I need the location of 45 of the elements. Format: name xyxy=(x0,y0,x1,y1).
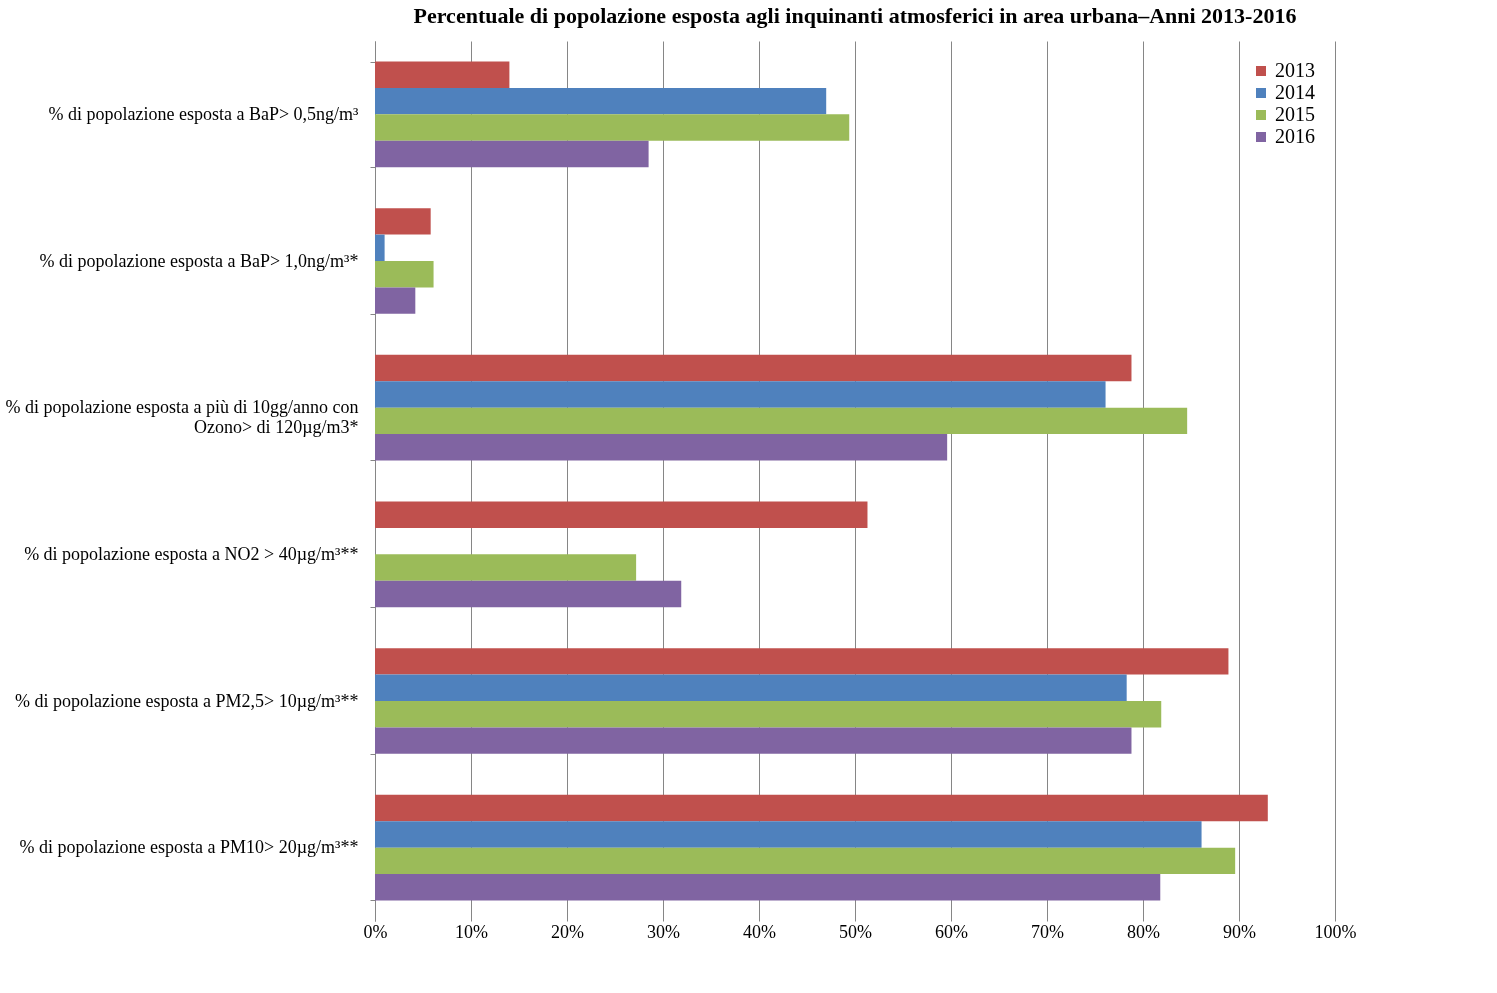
bar xyxy=(375,208,431,235)
bar xyxy=(375,261,434,288)
bar xyxy=(375,554,637,581)
bar xyxy=(375,87,827,115)
legend-label: 2013 xyxy=(1275,59,1315,81)
x-tick-label: 10% xyxy=(455,921,488,942)
bar xyxy=(375,727,1132,754)
bar xyxy=(375,114,850,141)
x-tick-label: 50% xyxy=(839,921,872,942)
bar xyxy=(375,287,416,314)
y-tick-label: % di popolazione esposta a BaP> 0,5ng/m³ xyxy=(48,103,360,124)
bar xyxy=(375,674,1127,701)
bar xyxy=(375,381,1106,408)
bar xyxy=(375,61,510,88)
bar xyxy=(375,648,1229,675)
bar xyxy=(375,874,1161,901)
bar xyxy=(375,140,649,168)
y-tick-label: % di popolazione esposta a più di 10gg/anno con Ozono> di 120µg/m3* xyxy=(5,397,359,438)
legend-label: 2014 xyxy=(1275,81,1315,103)
bar xyxy=(375,794,1268,822)
legend-label: 2016 xyxy=(1275,125,1315,147)
y-tick-label: % di popolazione esposta a NO2 > 40µg/m³** xyxy=(24,543,359,564)
chart-title: Percentuale di popolazione esposta agli inquinanti atmosferici in area urbana–Anni 2013-2016 xyxy=(413,3,1297,28)
y-tick-label: % di popolazione esposta a BaP> 1,0ng/m³* xyxy=(39,250,359,271)
x-tick-label: 40% xyxy=(743,921,776,942)
bar xyxy=(375,234,385,261)
bar xyxy=(375,847,1236,875)
x-tick-label: 0% xyxy=(363,921,388,942)
bar xyxy=(375,407,1188,435)
x-tick-label: 80% xyxy=(1127,921,1160,942)
bar xyxy=(375,434,948,461)
x-tick-label: 20% xyxy=(551,921,584,942)
bar xyxy=(375,354,1132,382)
y-tick-label: % di popolazione esposta a PM10> 20µg/m³** xyxy=(19,837,359,858)
bar xyxy=(375,701,1162,728)
bar xyxy=(375,580,682,608)
x-tick-label: 30% xyxy=(647,921,680,942)
legend-label: 2015 xyxy=(1275,103,1315,125)
x-tick-label: 100% xyxy=(1314,921,1357,942)
bar xyxy=(375,501,868,528)
x-tick-label: 70% xyxy=(1031,921,1064,942)
x-tick-label: 90% xyxy=(1223,921,1256,942)
bar xyxy=(375,821,1202,848)
y-tick-label: % di popolazione esposta a PM2,5> 10µg/m³** xyxy=(15,690,359,711)
x-tick-label: 60% xyxy=(935,921,968,942)
